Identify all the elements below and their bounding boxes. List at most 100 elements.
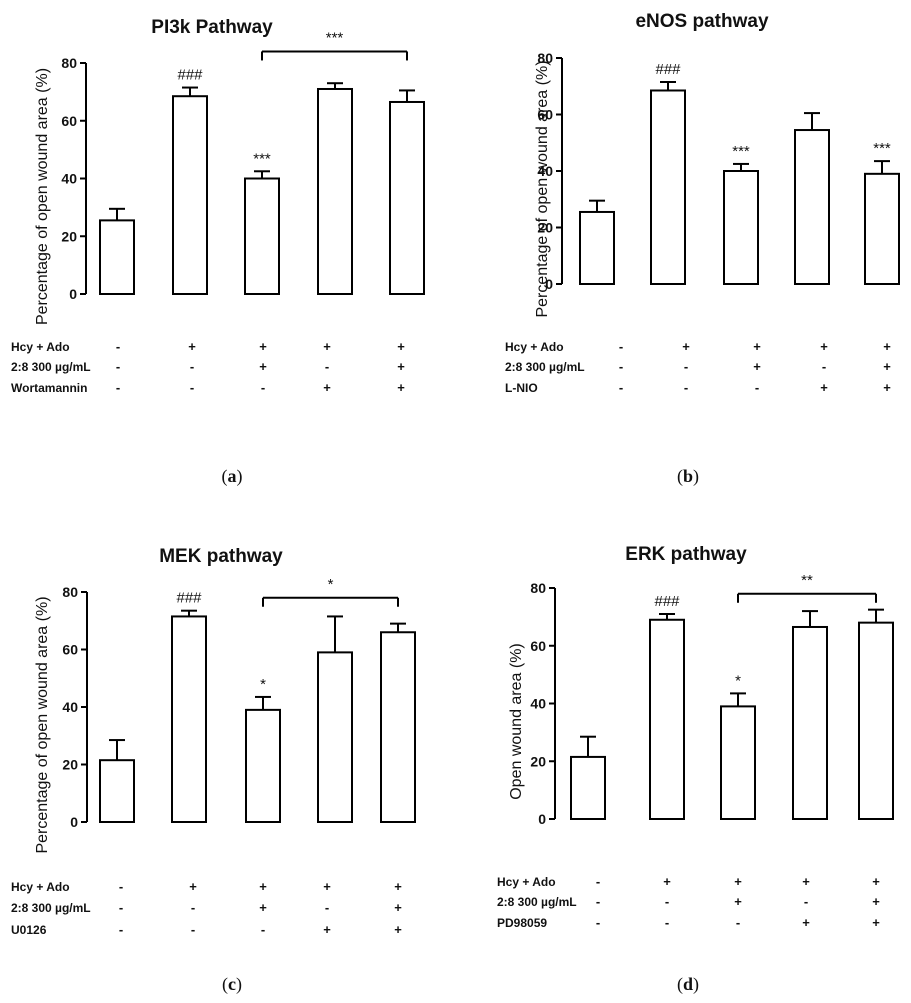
condition-sign: + <box>188 339 196 354</box>
caption-b: (b) <box>677 466 699 487</box>
condition-sign: - <box>755 380 759 395</box>
condition-sign: + <box>397 380 405 395</box>
y-tick-label: 40 <box>62 699 78 715</box>
caption-c-letter: c <box>228 974 236 994</box>
condition-sign: + <box>872 894 880 909</box>
y-tick-label: 40 <box>61 171 77 187</box>
condition-sign: - <box>804 894 808 909</box>
significance-label: *** <box>873 140 891 157</box>
bar <box>380 631 416 823</box>
bracket-label: * <box>328 576 334 593</box>
bar <box>720 705 756 821</box>
condition-sign: - <box>684 380 688 395</box>
chart-panel-mek: MEK pathway Percentage of open wound area… <box>11 546 416 937</box>
condition-sign: - <box>116 380 120 395</box>
condition-sign: - <box>822 359 826 374</box>
condition-sign: - <box>665 915 669 930</box>
y-tick-label: 20 <box>530 753 546 769</box>
bar <box>858 621 894 821</box>
condition-sign: - <box>190 359 194 374</box>
condition-sign: - <box>619 380 623 395</box>
y-tick-label: 60 <box>537 107 553 123</box>
condition-sign: + <box>259 359 267 374</box>
bar <box>99 219 135 295</box>
condition-sign: - <box>116 359 120 374</box>
y-axis-label: Percentage of open wound area (%) <box>34 68 51 325</box>
condition-label: Hcy + Ado <box>11 340 70 354</box>
y-tick-label: 80 <box>530 580 546 596</box>
condition-sign: - <box>119 922 123 937</box>
condition-sign: + <box>753 359 761 374</box>
condition-sign: - <box>736 915 740 930</box>
caption-b-open: ( <box>677 466 683 487</box>
condition-sign: + <box>397 339 405 354</box>
y-tick-label: 0 <box>538 811 546 827</box>
y-tick-label: 0 <box>69 286 77 302</box>
condition-sign: + <box>872 915 880 930</box>
condition-sign: + <box>682 339 690 354</box>
condition-sign: + <box>323 339 331 354</box>
condition-sign: + <box>883 359 891 374</box>
condition-sign: + <box>394 879 402 894</box>
condition-sign: + <box>734 874 742 889</box>
condition-sign: + <box>883 380 891 395</box>
condition-sign: + <box>323 879 331 894</box>
y-tick-label: 80 <box>537 50 553 66</box>
bracket-label: ** <box>801 572 813 589</box>
y-tick-label: 80 <box>62 584 78 600</box>
caption-b-close: ) <box>693 466 699 487</box>
y-axis-label: Percentage of open wound area (%) <box>534 60 551 317</box>
condition-sign: + <box>394 922 402 937</box>
y-tick-label: 40 <box>537 163 553 179</box>
chart-panel-enos: eNOS pathway Percentage of open wound are… <box>505 11 900 395</box>
condition-sign: - <box>116 339 120 354</box>
bar <box>794 129 830 285</box>
condition-sign: - <box>665 894 669 909</box>
significance-label: ### <box>654 593 680 610</box>
condition-sign: + <box>259 900 267 915</box>
bar <box>171 615 207 823</box>
condition-sign: - <box>596 874 600 889</box>
bar <box>389 100 425 295</box>
bar <box>317 87 353 295</box>
condition-label: U0126 <box>11 923 47 937</box>
significance-label: ### <box>655 61 681 78</box>
condition-label: 2:8 300 µg/mL <box>11 901 91 915</box>
y-axis-label: Open wound area (%) <box>508 643 525 800</box>
y-tick-label: 0 <box>70 814 78 830</box>
chart-title: ERK pathway <box>625 544 747 565</box>
condition-sign: - <box>596 915 600 930</box>
condition-label: 2:8 300 µg/mL <box>505 360 585 374</box>
significance-label: * <box>260 676 266 693</box>
caption-b-letter: b <box>683 466 693 486</box>
bar <box>570 755 606 821</box>
bar <box>864 172 900 285</box>
condition-sign: + <box>802 915 810 930</box>
caption-a-open: ( <box>222 466 228 487</box>
condition-sign: + <box>394 900 402 915</box>
caption-d-close: ) <box>693 974 699 995</box>
condition-sign: + <box>753 339 761 354</box>
condition-sign: - <box>261 922 265 937</box>
caption-d-open: ( <box>677 974 683 995</box>
condition-sign: + <box>189 879 197 894</box>
bar <box>244 177 280 295</box>
y-tick-label: 20 <box>61 228 77 244</box>
condition-sign: - <box>119 900 123 915</box>
bar <box>317 651 353 823</box>
chart-panel-erk: ERK pathway Open wound area (%) 0 20 40 60 80 #… <box>497 544 894 930</box>
condition-sign: - <box>325 900 329 915</box>
bar <box>579 210 615 285</box>
caption-c-close: ) <box>236 974 242 995</box>
condition-label: 2:8 300 µg/mL <box>11 360 91 374</box>
condition-sign: + <box>872 874 880 889</box>
bar <box>723 170 759 285</box>
chart-title: eNOS pathway <box>635 11 768 32</box>
condition-sign: + <box>323 380 331 395</box>
bracket-label: *** <box>326 29 344 46</box>
condition-label: L-NIO <box>505 381 538 395</box>
bar <box>245 708 281 823</box>
condition-sign: + <box>820 380 828 395</box>
